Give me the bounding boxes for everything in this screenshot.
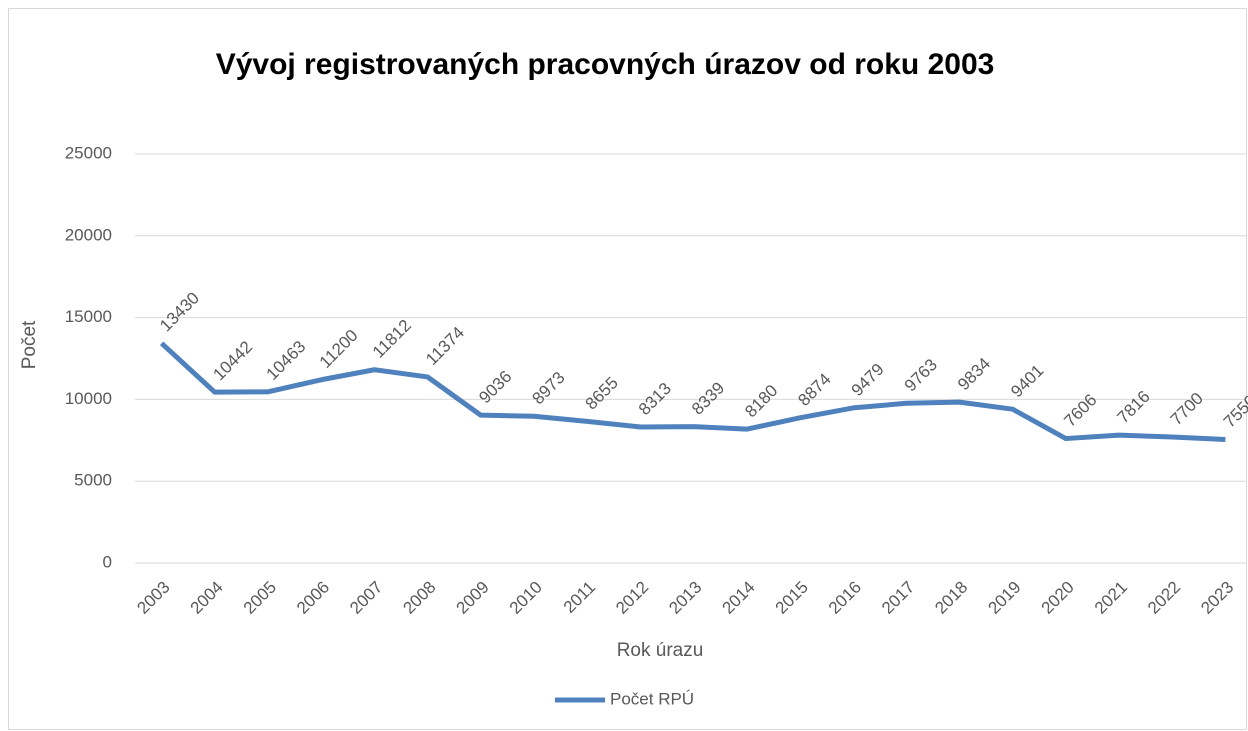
y-tick-label: 5000	[74, 471, 112, 490]
legend-label: Počet RPÚ	[610, 689, 694, 708]
y-tick-label: 15000	[65, 307, 112, 326]
y-tick-label: 10000	[65, 389, 112, 408]
y-tick-label: 20000	[65, 225, 112, 244]
chart-border	[8, 8, 1247, 730]
y-tick-label: 25000	[65, 143, 112, 162]
series-line	[159, 341, 1226, 442]
y-tick-label: 0	[103, 552, 112, 571]
x-axis-title: Rok úrazu	[617, 640, 704, 661]
y-axis-title: Počet	[19, 320, 40, 369]
chart-title: Vývoj registrovaných pracovných úrazov o…	[216, 48, 995, 81]
